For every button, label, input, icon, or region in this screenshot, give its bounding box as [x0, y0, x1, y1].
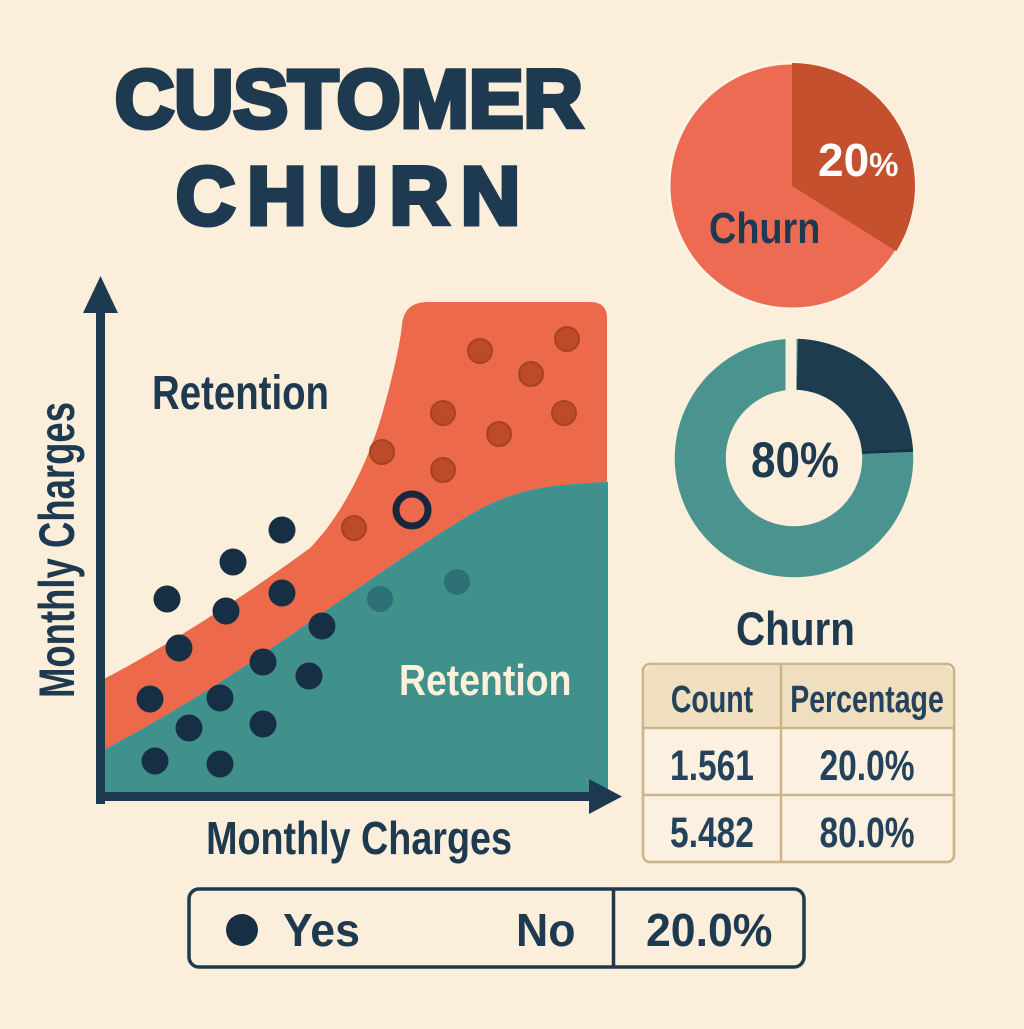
- svg-text:Retention: Retention: [399, 655, 571, 705]
- svg-text:20.0%: 20.0%: [646, 904, 772, 956]
- svg-text:No: No: [516, 904, 575, 956]
- svg-text:Monthly Charges: Monthly Charges: [29, 402, 85, 698]
- svg-text:20.0%: 20.0%: [819, 742, 914, 790]
- svg-text:Percentage: Percentage: [790, 679, 944, 721]
- svg-text:5.482: 5.482: [670, 809, 754, 857]
- svg-text:Count: Count: [671, 679, 753, 721]
- svg-text:80%: 80%: [751, 431, 839, 487]
- svg-text:Churn: Churn: [709, 203, 820, 252]
- svg-text:Monthly Charges: Monthly Charges: [206, 812, 512, 863]
- svg-text:CHURN: CHURN: [176, 151, 532, 242]
- svg-text:1.561: 1.561: [670, 742, 754, 790]
- svg-text:80.0%: 80.0%: [819, 809, 914, 857]
- svg-text:Churn: Churn: [736, 603, 855, 656]
- svg-text:CUSTOMER: CUSTOMER: [115, 54, 583, 145]
- svg-text:Yes: Yes: [283, 904, 360, 956]
- svg-text:Retention: Retention: [152, 367, 329, 420]
- svg-text:20%: 20%: [818, 134, 899, 186]
